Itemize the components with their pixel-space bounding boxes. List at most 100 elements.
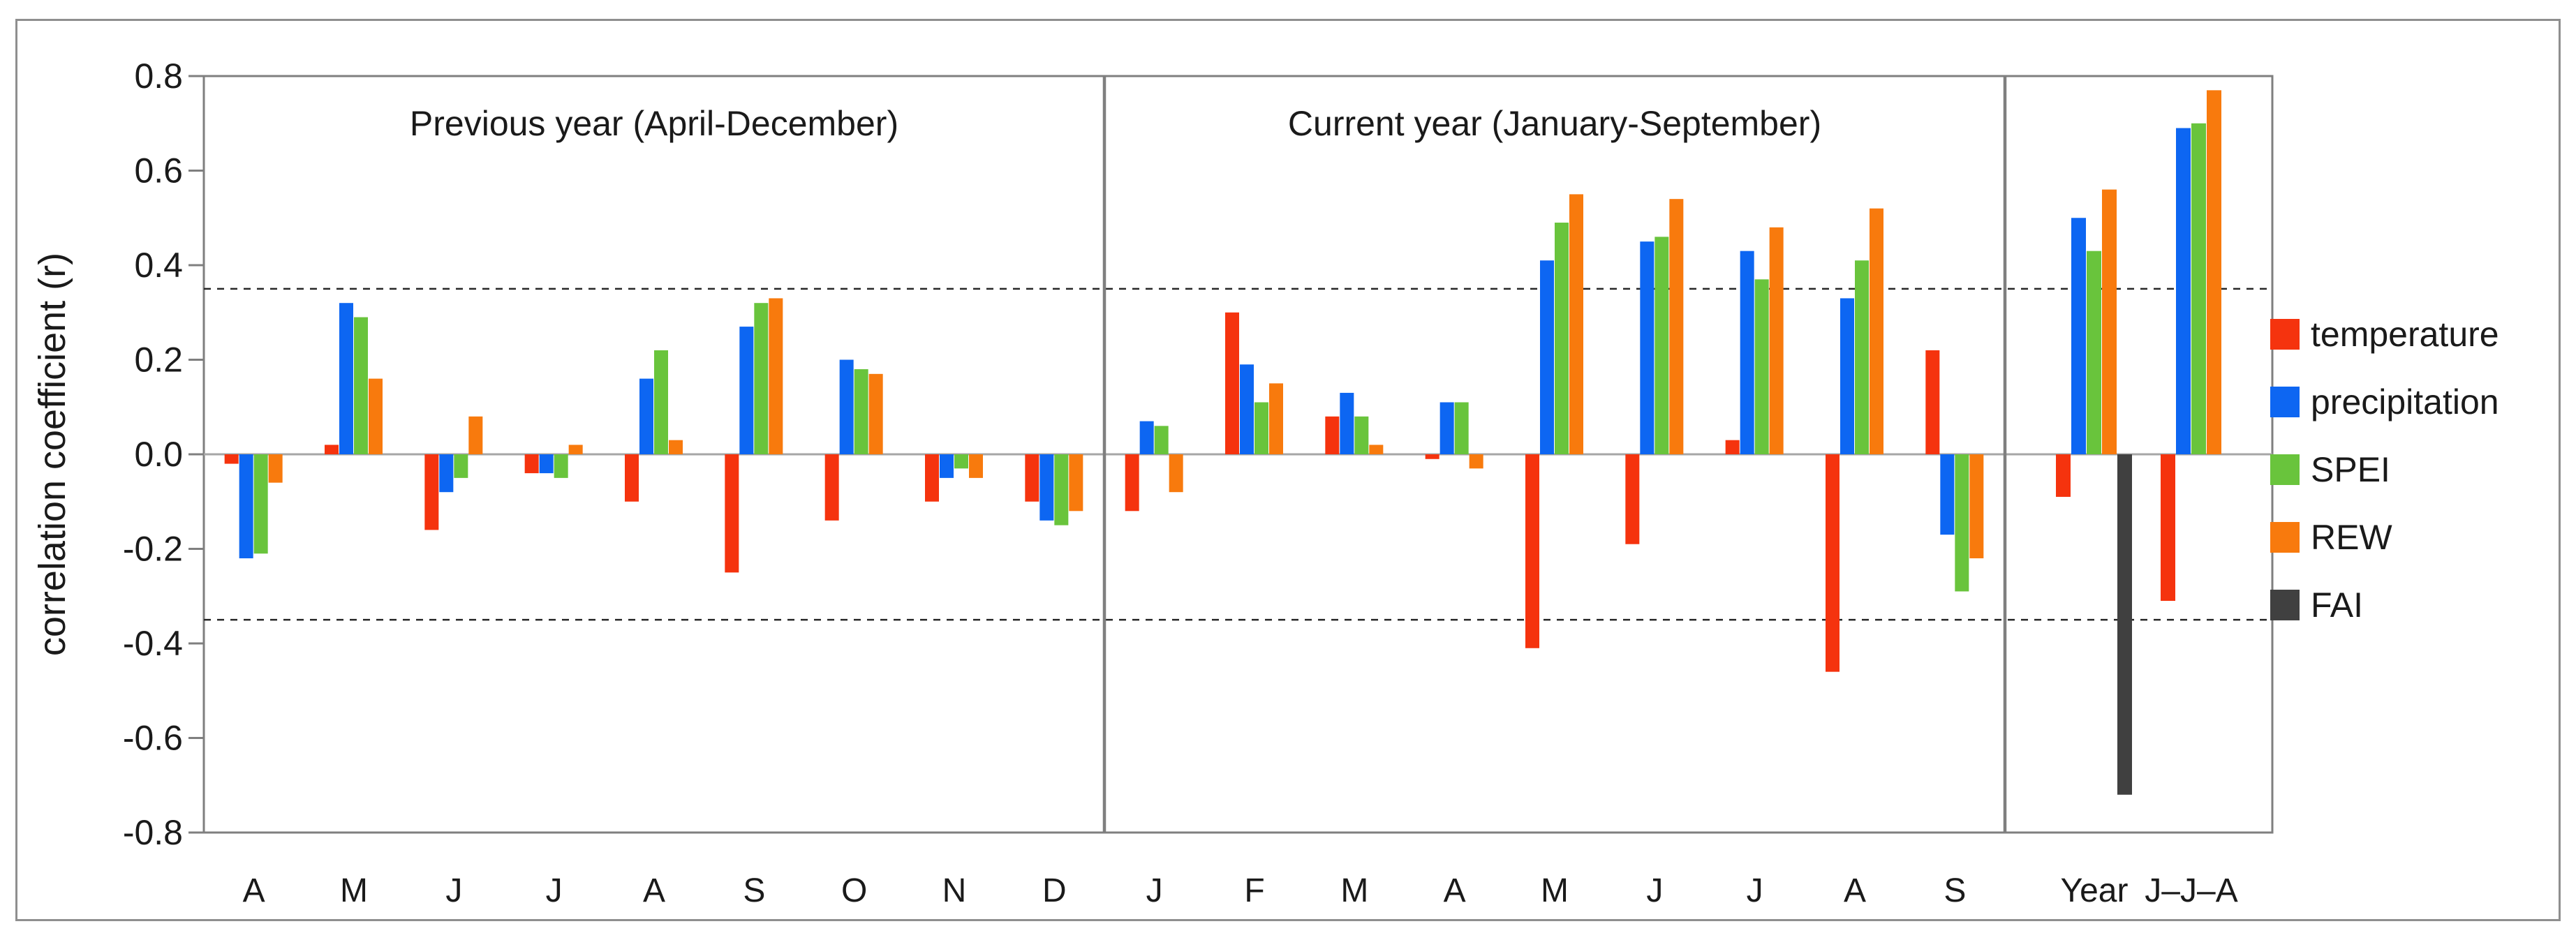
bar-temperature-cur-1 [1225,312,1239,454]
bar-REW-cur-2 [1369,445,1384,454]
x-label-cur-0: J [1146,872,1163,909]
legend-item-spei: SPEI [2270,435,2499,503]
bar-REW-prev-8 [1069,454,1083,512]
x-label-prev-0: A [243,872,265,909]
legend-label-rew: REW [2311,517,2392,557]
bar-precipitation-prev-5 [739,327,754,454]
bar-temperature-prev-2 [424,454,439,530]
bar-temperature-prev-7 [925,454,939,502]
bar-precipitation-cur-1 [1240,364,1254,454]
bar-REW-cur-6 [1769,227,1784,454]
legend-label-temperature: temperature [2311,314,2499,354]
bar-SPEI-cur-6 [1754,279,1769,454]
bar-temperature-cur-4 [1525,454,1539,648]
bar-precipitation-cur-3 [1439,402,1454,454]
bar-temperature-cur-2 [1325,416,1340,454]
bar-temperature-cur-6 [1725,440,1740,454]
bar-precipitation-summary-1 [2176,128,2191,454]
bar-SPEI-cur-4 [1555,223,1569,454]
panel-title-current-year: Current year (January-September) [1287,104,1822,143]
bar-precipitation-cur-2 [1340,392,1354,454]
legend-item-temperature: temperature [2270,300,2499,368]
bar-SPEI-cur-0 [1154,426,1169,454]
y-tick-label: 0.8 [134,57,183,96]
bar-precipitation-cur-7 [1840,298,1854,454]
bar-REW-prev-6 [868,373,883,454]
bar-SPEI-prev-4 [654,350,668,454]
x-label-prev-3: J [546,872,563,909]
bar-precipitation-prev-1 [339,303,353,454]
legend-item-fai: FAI [2270,571,2499,639]
x-label-prev-8: D [1042,872,1067,909]
bar-REW-cur-7 [1870,208,1883,454]
bar-REW-cur-1 [1269,383,1283,454]
x-label-prev-2: J [445,872,462,909]
x-label-prev-5: S [743,872,765,909]
legend-label-spei: SPEI [2311,449,2390,489]
bar-SPEI-prev-2 [454,454,468,478]
bar-precipitation-prev-3 [539,454,554,474]
x-label-cur-5: J [1646,872,1663,909]
bar-precipitation-prev-4 [639,378,653,454]
x-label-prev-6: O [841,872,867,909]
bar-temperature-prev-6 [824,454,839,521]
y-tick-label: -0.8 [123,813,183,852]
x-label-cur-4: M [1541,872,1569,909]
bar-temperature-prev-5 [725,454,739,573]
bar-REW-cur-4 [1569,194,1583,454]
bar-temperature-summary-0 [2056,454,2071,497]
bar-SPEI-summary-0 [2087,251,2101,454]
bar-temperature-cur-7 [1826,454,1840,672]
legend-label-precipitation: precipitation [2311,382,2499,421]
bar-precipitation-cur-0 [1139,421,1154,454]
bar-SPEI-cur-8 [1955,454,1969,592]
bar-REW-prev-7 [969,454,983,478]
bar-SPEI-prev-5 [754,303,769,454]
bar-SPEI-cur-3 [1454,402,1469,454]
bar-precipitation-cur-8 [1940,454,1955,535]
bar-temperature-prev-4 [625,454,639,502]
x-label-summary-1: J–J–A [2145,872,2237,909]
bar-REW-cur-0 [1169,454,1183,493]
legend: temperature precipitation SPEI REW FAI [2270,300,2499,639]
y-tick-label: 0.6 [134,151,183,191]
legend-item-rew: REW [2270,503,2499,571]
precipitation-swatch-icon [2270,386,2300,417]
bar-temperature-prev-1 [325,445,339,454]
bar-REW-prev-5 [769,298,783,454]
legend-label-fai: FAI [2311,585,2364,625]
y-tick-label: 0.2 [134,341,183,380]
y-tick-label: 0.4 [134,246,183,285]
bar-precipitation-cur-5 [1640,241,1655,454]
bar-REW-prev-1 [369,378,383,454]
bar-SPEI-prev-6 [854,369,868,454]
bar-SPEI-prev-8 [1054,454,1069,525]
bar-SPEI-cur-5 [1655,237,1669,454]
bar-precipitation-prev-6 [839,359,854,454]
bar-REW-cur-8 [1969,454,1984,559]
y-tick-label: -0.2 [123,530,183,569]
temperature-swatch-icon [2270,318,2300,350]
bar-REW-prev-0 [268,454,283,483]
bar-SPEI-cur-7 [1855,260,1869,454]
bar-REW-summary-1 [2207,90,2221,454]
bar-REW-cur-3 [1469,454,1483,469]
bar-precipitation-prev-8 [1039,454,1054,521]
x-label-cur-3: A [1444,872,1466,909]
spei-swatch-icon [2270,454,2300,485]
x-label-prev-7: N [942,872,967,909]
bar-precipitation-prev-0 [239,454,253,559]
bar-REW-prev-3 [568,445,583,454]
bar-REW-cur-5 [1669,199,1684,454]
bar-temperature-prev-3 [524,454,539,474]
bar-temperature-summary-1 [2161,454,2175,602]
y-tick-label: 0.0 [134,435,183,474]
bar-REW-prev-2 [468,416,483,454]
legend-item-precipitation: precipitation [2270,368,2499,435]
bar-temperature-cur-0 [1125,454,1139,512]
bar-FAI-summary-0 [2117,454,2132,795]
x-label-prev-1: M [340,872,368,909]
bar-temperature-prev-8 [1025,454,1039,502]
bar-precipitation-prev-2 [439,454,454,493]
bar-temperature-prev-0 [224,454,239,464]
